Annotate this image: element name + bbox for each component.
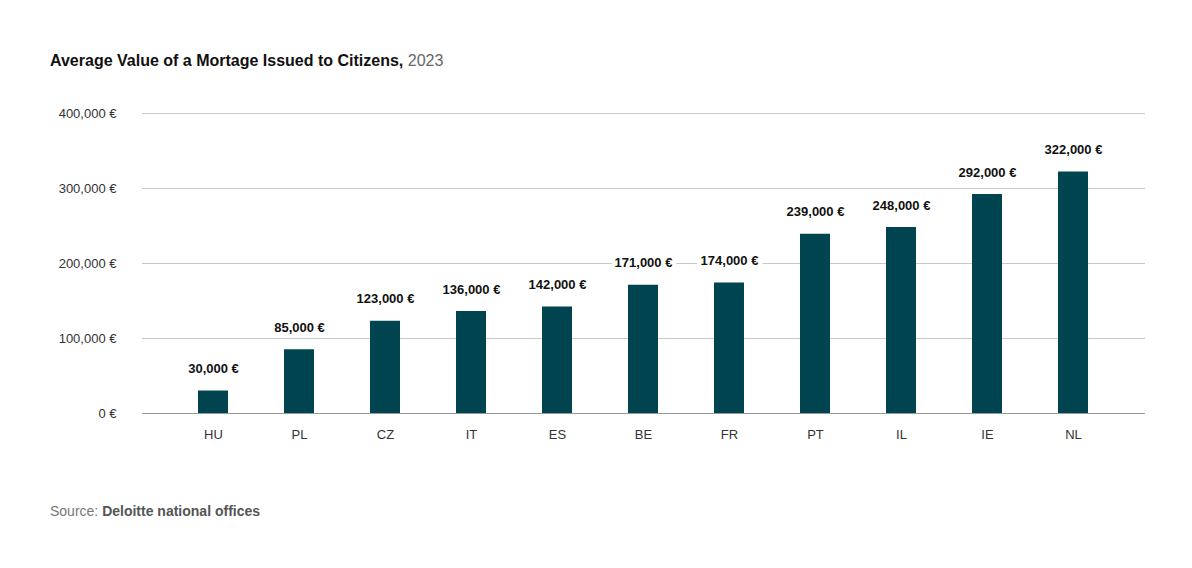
svg-text:ES: ES [549,427,567,442]
svg-text:142,000 €: 142,000 € [529,277,587,292]
svg-text:171,000 €: 171,000 € [615,255,673,270]
svg-text:239,000 €: 239,000 € [787,204,845,219]
svg-text:CZ: CZ [377,427,394,442]
svg-text:NL: NL [1065,427,1082,442]
svg-text:IE: IE [981,427,994,442]
svg-text:BE: BE [635,427,653,442]
svg-text:PT: PT [807,427,824,442]
html-text:Average Value of a Mortage Iss: Average Value of a Mortage Issued to Cit… [50,52,444,69]
svg-text:0 €: 0 € [98,406,117,421]
svg-text:292,000 €: 292,000 € [959,165,1017,180]
svg-text:PL: PL [292,427,308,442]
html-text:Source: Deloitte national offi: Source: Deloitte national offices [50,503,261,519]
svg-text:123,000 €: 123,000 € [357,291,415,306]
svg-text:IL: IL [896,427,907,442]
svg-text:HU: HU [204,427,223,442]
svg-text:30,000 €: 30,000 € [188,361,239,376]
svg-text:136,000 €: 136,000 € [443,282,501,297]
svg-text:200,000 €: 200,000 € [59,256,118,271]
svg-text:IT: IT [466,427,478,442]
svg-text:85,000 €: 85,000 € [274,320,325,335]
svg-text:248,000 €: 248,000 € [873,198,931,213]
svg-text:322,000 €: 322,000 € [1045,142,1103,157]
svg-text:FR: FR [721,427,738,442]
svg-text:400,000 €: 400,000 € [59,106,118,121]
svg-text:100,000 €: 100,000 € [59,331,118,346]
svg-text:300,000 €: 300,000 € [59,181,118,196]
svg-text:174,000 €: 174,000 € [701,253,759,268]
